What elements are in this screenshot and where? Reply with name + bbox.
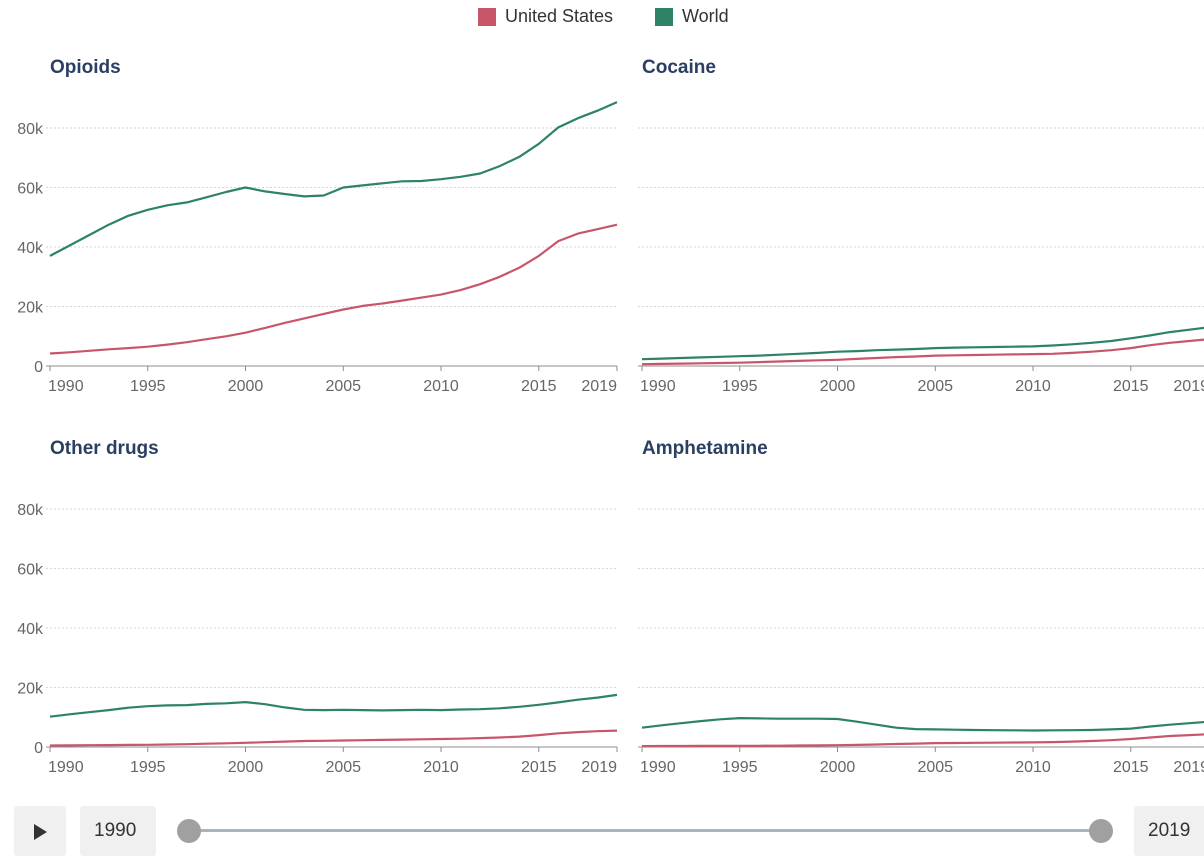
x-tick-label: 2010 bbox=[423, 378, 459, 395]
x-tick-label: 1995 bbox=[722, 759, 758, 776]
timeline-controls: 1990 2019 bbox=[0, 804, 1204, 856]
x-tick-label: 2005 bbox=[325, 378, 361, 395]
y-tick-label: 60k bbox=[17, 562, 44, 579]
chart-panel-0: Opioids 0 20k 40k 60k 80k 1990 1995 2000 2005 2010… bbox=[17, 57, 618, 395]
start-year-label: 1990 bbox=[80, 806, 156, 856]
series-line-world bbox=[641, 326, 1204, 361]
timeline-end-handle[interactable] bbox=[1089, 819, 1113, 843]
chart-title: Opioids bbox=[50, 57, 121, 78]
timeline-slider-track[interactable] bbox=[190, 829, 1102, 832]
y-tick-label: 40k bbox=[17, 621, 44, 638]
series-line-world bbox=[49, 693, 618, 718]
legend-item-united-states[interactable]: United States bbox=[478, 6, 613, 27]
x-tick-label: 2019 bbox=[581, 378, 617, 395]
x-tick-label: 2010 bbox=[1015, 378, 1051, 395]
x-tick-label: 1990 bbox=[640, 378, 676, 395]
legend-label-world: World bbox=[682, 6, 729, 26]
end-year-label: 2019 bbox=[1134, 806, 1204, 856]
series-line-united-states bbox=[641, 338, 1204, 366]
x-tick-label: 1990 bbox=[48, 759, 84, 776]
y-tick-label: 20k bbox=[17, 300, 44, 317]
play-button[interactable] bbox=[14, 806, 66, 856]
x-tick-label: 1995 bbox=[722, 378, 758, 395]
series-line-united-states bbox=[49, 729, 618, 747]
chart-panel-3: Amphetamine 1990 1995 2000 2005 2010 2015 2019 bbox=[638, 438, 1204, 776]
legend-label-united-states: United States bbox=[505, 6, 614, 26]
x-tick-label: 2005 bbox=[917, 759, 953, 776]
series-line-united-states bbox=[641, 733, 1204, 748]
x-tick-label: 2015 bbox=[1113, 378, 1149, 395]
legend-swatch-united-states bbox=[478, 7, 496, 26]
x-tick-label: 2000 bbox=[820, 759, 856, 776]
y-tick-label: 60k bbox=[17, 181, 44, 198]
y-tick-label: 40k bbox=[17, 240, 44, 257]
x-tick-label: 2019 bbox=[581, 759, 617, 776]
chart-panel-1: Cocaine 1990 1995 2000 2005 2010 2015 2019 bbox=[638, 57, 1204, 395]
y-tick-label: 80k bbox=[17, 121, 44, 138]
x-tick-label: 1990 bbox=[48, 378, 84, 395]
y-tick-label: 20k bbox=[17, 681, 44, 698]
x-tick-label: 2010 bbox=[1015, 759, 1051, 776]
y-tick-label: 80k bbox=[17, 502, 44, 519]
legend-item-world[interactable]: World bbox=[655, 6, 729, 27]
x-tick-label: 2015 bbox=[1113, 759, 1149, 776]
legend-swatch-world bbox=[655, 7, 673, 26]
y-tick-label: 0 bbox=[34, 359, 43, 376]
chart-title: Cocaine bbox=[642, 57, 716, 78]
timeline-start-handle[interactable] bbox=[177, 819, 201, 843]
series-line-world bbox=[641, 716, 1204, 732]
chart-title: Amphetamine bbox=[642, 438, 768, 459]
y-tick-label: 0 bbox=[34, 740, 43, 757]
x-tick-label: 2019 bbox=[1173, 378, 1204, 395]
x-tick-label: 2000 bbox=[228, 378, 264, 395]
x-tick-label: 2005 bbox=[325, 759, 361, 776]
charts-area: Opioids 0 20k 40k 60k 80k 1990 1995 2000 2005 2010… bbox=[17, 57, 1204, 776]
chart-panel-2: Other drugs 0 20k 40k 60k 80k 1990 1995 2000 2005… bbox=[17, 438, 618, 776]
x-tick-label: 1995 bbox=[130, 759, 166, 776]
x-tick-label: 2010 bbox=[423, 759, 459, 776]
x-tick-label: 2015 bbox=[521, 759, 557, 776]
series-line-world bbox=[49, 101, 618, 257]
play-icon bbox=[34, 824, 47, 840]
x-tick-label: 2015 bbox=[521, 378, 557, 395]
x-tick-label: 2019 bbox=[1173, 759, 1204, 776]
x-tick-label: 1995 bbox=[130, 378, 166, 395]
series-line-united-states bbox=[49, 223, 618, 355]
x-tick-label: 2005 bbox=[917, 378, 953, 395]
x-tick-label: 1990 bbox=[640, 759, 676, 776]
legend: United States World bbox=[0, 6, 1204, 32]
chart-title: Other drugs bbox=[50, 438, 159, 459]
x-tick-label: 2000 bbox=[820, 378, 856, 395]
x-tick-label: 2000 bbox=[228, 759, 264, 776]
